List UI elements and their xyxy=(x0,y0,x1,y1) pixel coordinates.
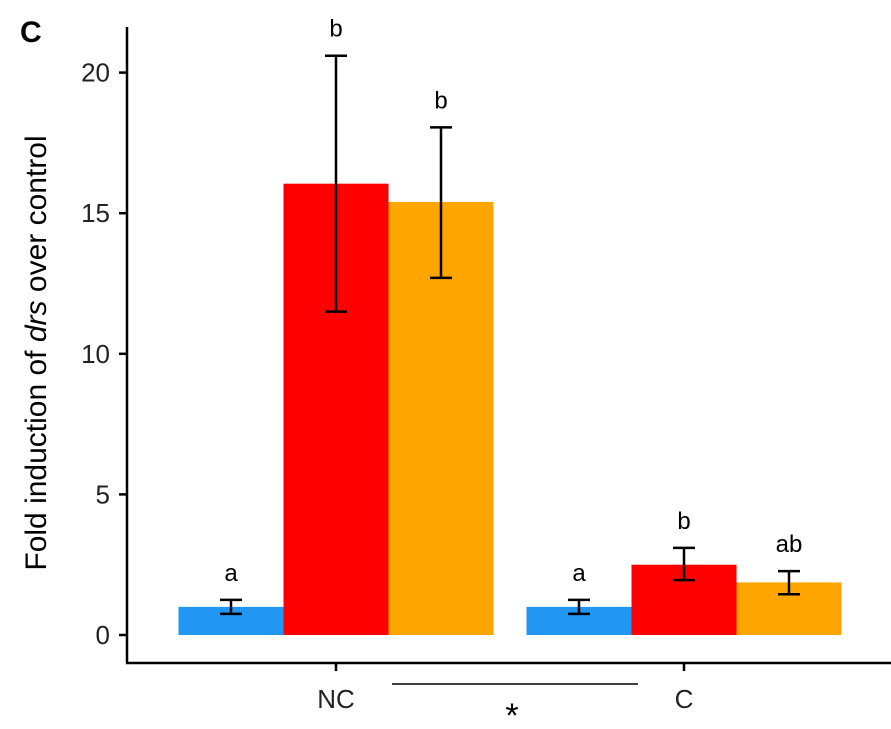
significance-letter-c-3: ab xyxy=(776,531,803,558)
x-tick-label-c: C xyxy=(675,684,694,714)
significance-letter-nc-1: a xyxy=(224,560,238,587)
y-tick-label-5: 5 xyxy=(96,479,110,509)
x-tick-label-nc: NC xyxy=(317,684,355,714)
y-tick-label-0: 0 xyxy=(96,620,110,650)
y-axis-title-italic: drs xyxy=(20,300,53,342)
bars-layer xyxy=(178,183,842,635)
error-bars-layer xyxy=(220,54,800,616)
significance-letter-nc-2: b xyxy=(329,16,342,43)
significance-letter-c-1: a xyxy=(572,560,586,587)
y-tick-label-15: 15 xyxy=(81,198,110,228)
y-axis-title: Fold induction of drs over control xyxy=(20,135,53,570)
y-ticks-layer: 0 5 10 15 20 xyxy=(81,58,127,650)
y-tick-label-10: 10 xyxy=(81,339,110,369)
significance-star: * xyxy=(505,697,518,729)
y-axis-title-after: over control xyxy=(20,135,53,300)
y-tick-label-20: 20 xyxy=(81,58,110,88)
significance-letter-c-2: b xyxy=(677,508,690,535)
significance-letter-nc-3: b xyxy=(434,87,447,114)
y-axis-title-before: Fold induction of xyxy=(20,342,53,570)
panel-label: C xyxy=(20,16,42,49)
x-ticks-layer: NC C xyxy=(317,663,693,714)
